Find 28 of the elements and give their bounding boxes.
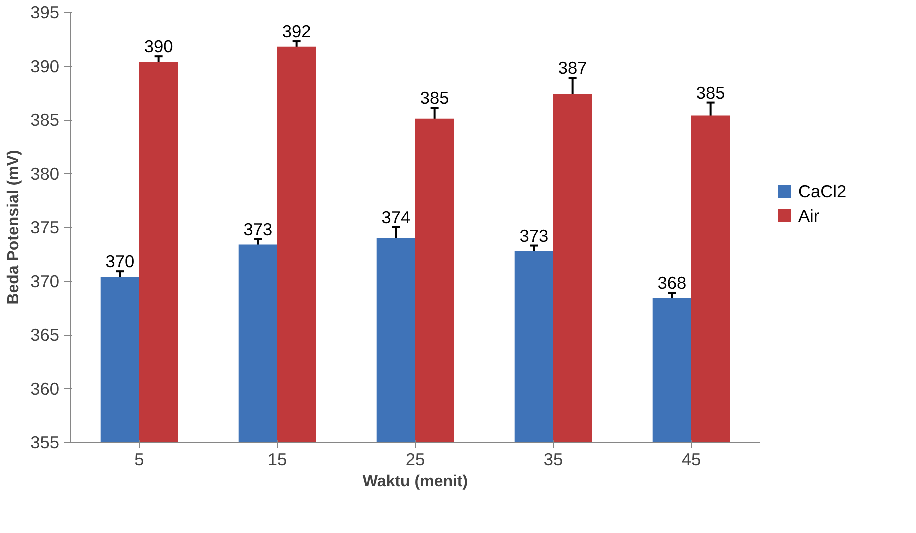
data-label: 390 (144, 36, 174, 57)
y-tick-label: 390 (30, 56, 60, 76)
x-tick-label: 15 (268, 450, 288, 470)
x-tick-label: 5 (134, 450, 144, 470)
data-label: 374 (382, 208, 411, 228)
y-tick-label: 365 (30, 325, 60, 345)
data-label: 373 (244, 219, 273, 240)
legend-label: Air (798, 206, 820, 226)
data-label: 387 (558, 58, 588, 78)
y-tick-label: 380 (30, 164, 60, 184)
y-tick-label: 360 (30, 378, 60, 399)
y-axis-title: Beda Potensial (mV) (6, 150, 23, 305)
y-tick-label: 395 (30, 2, 60, 22)
x-tick-label: 45 (682, 450, 702, 470)
data-label: 373 (520, 226, 549, 246)
y-tick-label: 375 (30, 218, 60, 238)
x-axis-title: Waktu (menit) (362, 474, 468, 490)
x-tick-label: 25 (406, 450, 426, 470)
y-tick-label: 385 (30, 110, 60, 130)
legend-label: CaCl2 (798, 182, 847, 202)
y-tick-label: 355 (30, 432, 60, 452)
data-label: 368 (658, 273, 687, 294)
data-label: 385 (420, 88, 450, 108)
data-label: 370 (106, 252, 135, 272)
x-tick-label: 35 (544, 450, 564, 470)
data-label: 392 (282, 22, 312, 42)
data-label: 385 (696, 82, 726, 103)
y-tick-label: 370 (30, 271, 60, 292)
